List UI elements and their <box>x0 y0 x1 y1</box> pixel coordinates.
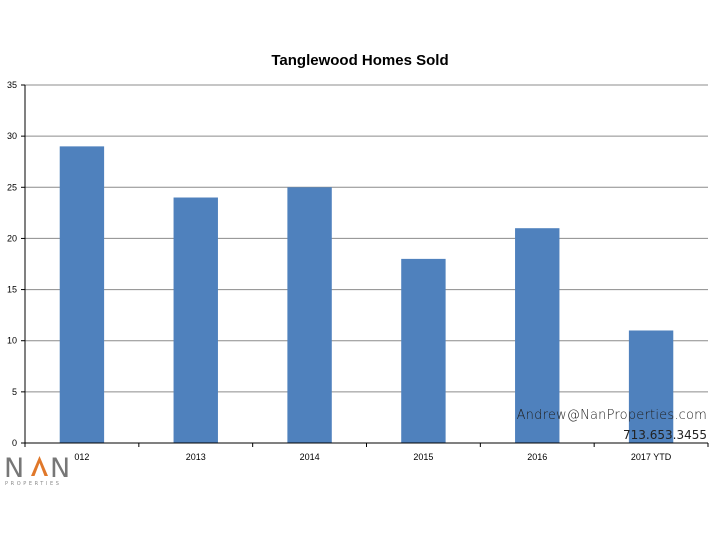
y-tick-label: 35 <box>7 80 17 90</box>
axes <box>24 85 708 444</box>
x-tick-label: 012 <box>74 452 89 462</box>
y-tick-label: 0 <box>12 438 17 448</box>
y-tick-label: 15 <box>7 285 17 295</box>
bar <box>287 187 332 443</box>
bars <box>59 146 674 443</box>
bar <box>59 146 105 443</box>
x-tick-label: 2013 <box>186 452 206 462</box>
bar <box>515 228 560 443</box>
nan-properties-logo: N N PROPERTIES <box>4 453 70 487</box>
x-tick-label: 2014 <box>300 452 320 462</box>
y-tick-label: 20 <box>7 233 17 243</box>
bar <box>628 330 674 443</box>
logo-letter-n2: N <box>50 453 70 484</box>
contact-phone: 713.653.3455 <box>623 428 707 442</box>
logo-a-roof-icon <box>31 456 48 476</box>
y-tick-label: 30 <box>7 131 17 141</box>
logo-subtitle: PROPERTIES <box>5 481 62 487</box>
x-tick-label: 2017 YTD <box>631 452 672 462</box>
y-tick-label: 5 <box>12 387 17 397</box>
y-tick-label: 10 <box>7 336 17 346</box>
logo-letter-n1: N <box>4 453 24 484</box>
y-tick-label: 25 <box>7 182 17 192</box>
gridlines <box>25 84 708 393</box>
y-axis-ticks: 0 5 10 15 20 25 30 35 <box>7 80 25 448</box>
contact-email: Andrew@NanProperties.com <box>516 408 707 423</box>
x-tick-label: 2015 <box>413 452 433 462</box>
x-axis-ticks: 012 2013 2014 2015 2016 2017 YTD <box>24 443 709 462</box>
x-tick-label: 2016 <box>527 452 547 462</box>
bar <box>401 258 446 443</box>
chart-title: Tanglewood Homes Sold <box>271 52 448 69</box>
bar <box>173 197 218 443</box>
